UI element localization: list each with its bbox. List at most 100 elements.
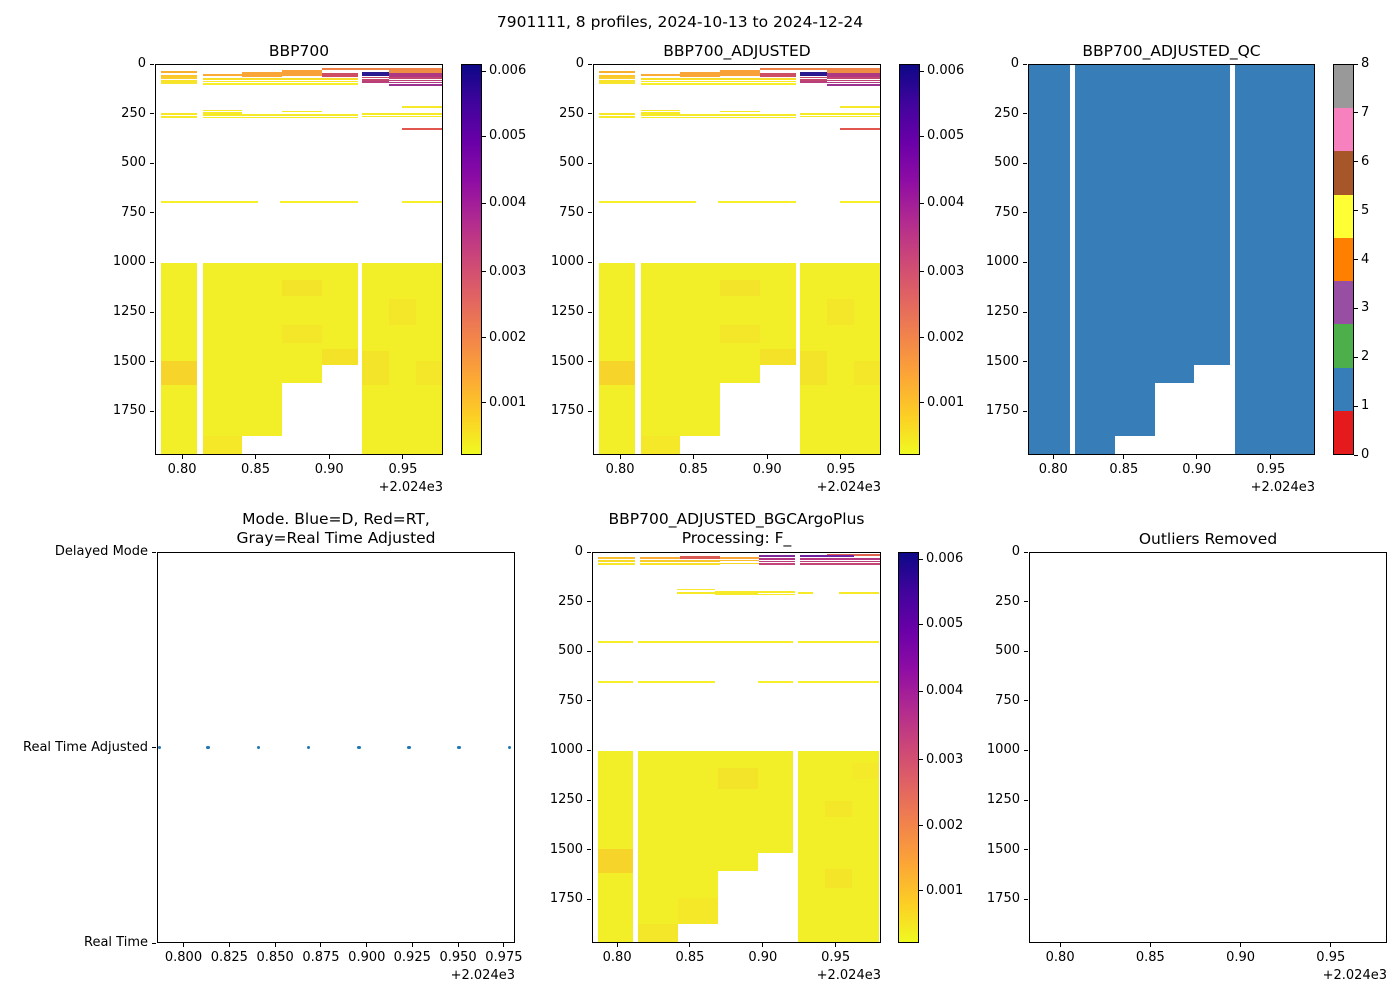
y-tick-label: 500 — [121, 155, 146, 171]
x-tick-label: 0.95 — [821, 950, 851, 965]
subplot-title-bgcargoplus-line1: BBP700_ADJUSTED_BGCArgoPlus — [608, 510, 865, 528]
x-tick-label: 0.90 — [748, 950, 778, 965]
x-tick-label: 0.850 — [256, 950, 294, 965]
heatmap-cell-patch — [800, 350, 828, 385]
heatmap-stripe — [800, 79, 828, 81]
colorbar-tick — [1354, 112, 1358, 114]
heatmap-stripe — [840, 128, 880, 130]
heatmap-stripe — [640, 112, 681, 114]
colorbar-band — [1334, 194, 1353, 239]
y-tick-label: 750 — [559, 204, 584, 220]
y-tick-label: 500 — [994, 155, 1019, 171]
mode-data-point — [158, 745, 162, 750]
heatmap-stripe — [321, 72, 358, 78]
heatmap-stripe — [321, 67, 442, 70]
x-tick-label: 0.900 — [348, 950, 386, 965]
colorbar-tick — [1354, 405, 1358, 407]
y-category-label: Delayed Mode — [54, 544, 148, 559]
y-tick — [1023, 311, 1027, 313]
y-tick-label: 1500 — [986, 841, 1020, 857]
y-tick-label: 250 — [558, 593, 583, 609]
y-tick — [150, 311, 154, 313]
heatmap-stripe — [639, 560, 680, 562]
heatmap-stripe — [638, 641, 794, 643]
x-tick-label: 0.85 — [679, 462, 708, 477]
heatmap-deep-column — [853, 263, 880, 454]
heatmap-deep-column — [389, 263, 416, 454]
x-tick — [366, 943, 368, 947]
heatmap-deep-column — [758, 751, 794, 853]
y-tick — [1023, 212, 1027, 214]
heatmap-stripe — [800, 76, 828, 79]
colorbar-tick-label: 3 — [1361, 300, 1370, 316]
heatmap-cell-patch — [759, 348, 796, 365]
heatmap-stripe — [826, 553, 880, 556]
heatmap-stripe — [598, 201, 696, 203]
colorbar-tick-label: 0.002 — [926, 817, 964, 833]
y-tick-label: 1000 — [986, 742, 1020, 758]
colorbar-tick-label: 0.004 — [489, 195, 527, 211]
heatmap-stripe — [797, 592, 813, 594]
colorbar-tick-label: 2 — [1361, 349, 1370, 365]
heatmap-cell-patch — [362, 350, 390, 385]
y-tick-label: 1000 — [550, 254, 584, 270]
colorbar-tick — [920, 402, 924, 404]
colorbar-tick-label: 0.004 — [927, 195, 965, 211]
subplot-title-bbp700-adjusted-qc: BBP700_ADJUSTED_QC — [1082, 42, 1261, 60]
mode-data-point — [306, 745, 311, 750]
heatmap-stripe — [640, 83, 796, 85]
heatmap-stripe — [282, 110, 322, 113]
subplot-title-mode-line1: Mode. Blue=D, Red=RT, — [242, 510, 430, 528]
colorbar-0 — [461, 64, 482, 455]
heatmap-stripe — [598, 74, 636, 77]
heatmap-deep-column — [680, 263, 721, 437]
heatmap-stripe — [827, 81, 880, 84]
x-tick — [1059, 943, 1061, 947]
heatmap-stripe — [714, 593, 796, 596]
heatmap-deep-column — [415, 263, 442, 454]
heatmap-stripe — [402, 201, 442, 203]
x-tick — [619, 455, 621, 459]
heatmap-stripe — [389, 72, 442, 77]
heatmap-stripe — [280, 201, 358, 203]
y-tick-label: 750 — [995, 692, 1020, 708]
heatmap-stripe — [677, 592, 759, 594]
mode-data-point — [357, 745, 361, 750]
heatmap-stripe — [827, 72, 880, 77]
y-tick-label: 1500 — [549, 841, 583, 857]
heatmap-stripe — [758, 681, 794, 683]
heatmap-stripe — [839, 592, 879, 594]
heatmap-deep-column — [678, 751, 719, 925]
plot-area-4 — [592, 552, 881, 943]
heatmap-cell-patch — [720, 280, 760, 297]
colorbar-tick — [1354, 259, 1358, 260]
x-axis-offset-label: +2.024e3 — [1322, 968, 1387, 983]
y-tick-label: 1250 — [550, 304, 584, 320]
heatmap-stripe — [719, 556, 760, 559]
x-tick-label: 0.800 — [164, 950, 203, 965]
heatmap-stripe — [160, 77, 198, 79]
colorbar-tick — [482, 202, 486, 204]
x-tick — [1196, 455, 1198, 459]
heatmap-stripe — [389, 69, 442, 73]
heatmap-stripe — [800, 560, 880, 563]
heatmap-stripe — [362, 76, 390, 79]
x-tick — [762, 943, 764, 947]
heatmap-stripe — [827, 69, 880, 73]
subplot-title-mode: Mode. Blue=D, Red=RT, Gray=Real Time Adj… — [157, 510, 515, 548]
x-tick — [1123, 455, 1125, 459]
heatmap-stripe — [202, 109, 243, 112]
qc-flag-column — [1075, 65, 1116, 454]
heatmap-stripe — [598, 70, 636, 74]
y-tick-label: 1000 — [549, 742, 583, 758]
heatmap-stripe — [827, 84, 880, 86]
y-category-label: Real Time — [84, 935, 148, 950]
y-tick-label: 1000 — [112, 254, 146, 270]
heatmap-stripe — [389, 84, 442, 86]
x-tick — [835, 943, 837, 947]
y-tick-label: 1250 — [985, 304, 1019, 320]
y-tick-label: 500 — [995, 643, 1020, 659]
x-tick — [181, 455, 183, 459]
heatmap-deep-column — [759, 263, 796, 365]
plot-area-5 — [1029, 552, 1387, 943]
